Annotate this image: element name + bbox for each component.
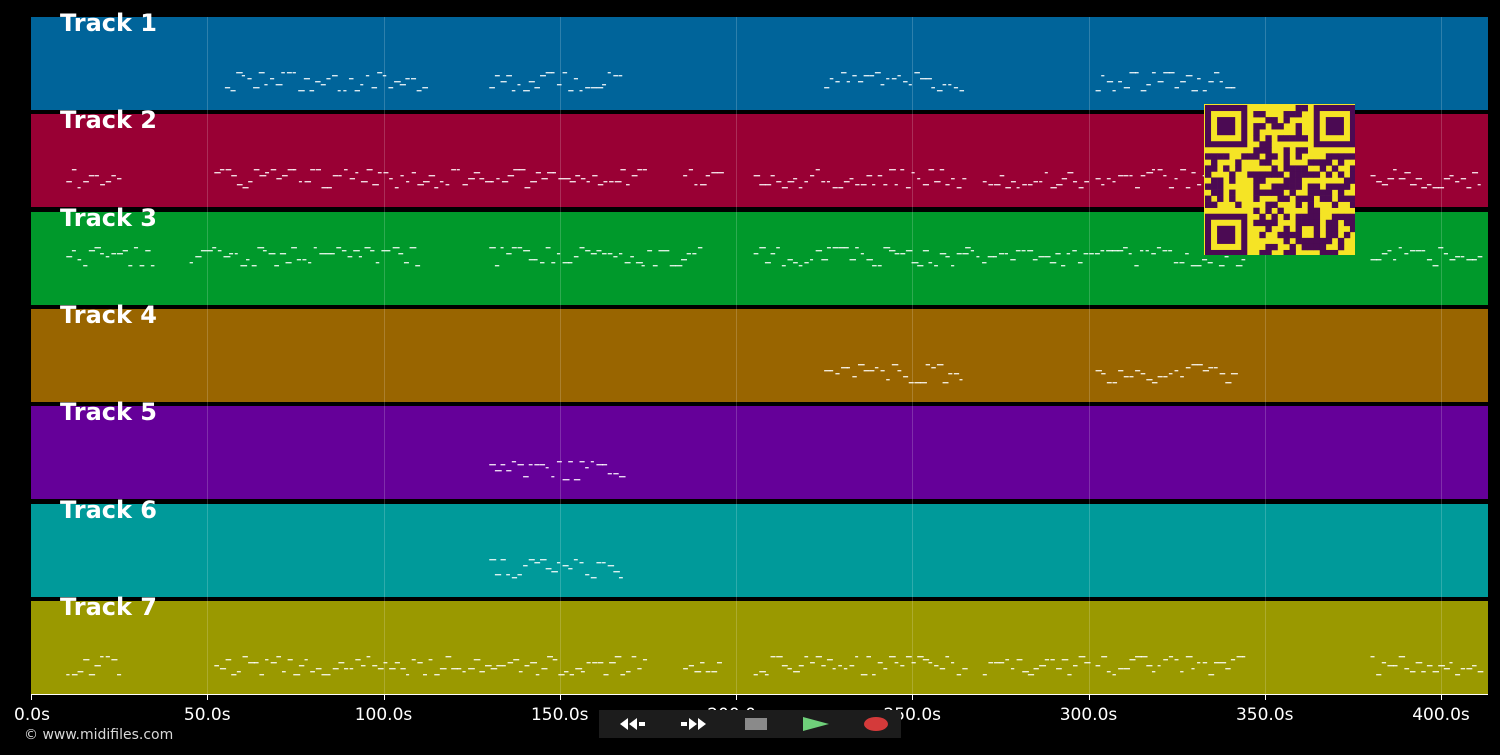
tick-mark bbox=[912, 694, 914, 700]
note-pattern bbox=[66, 246, 1483, 267]
track-lane[interactable]: Track 1 bbox=[31, 9, 1488, 110]
track-lane[interactable]: Track 5 bbox=[31, 398, 1488, 500]
tick-mark bbox=[31, 694, 32, 700]
rewind-icon bbox=[620, 718, 645, 730]
grid-line bbox=[559, 17, 561, 694]
tick-mark bbox=[1441, 694, 1442, 700]
record-icon bbox=[864, 717, 888, 731]
play-button[interactable] bbox=[790, 712, 842, 736]
track-lane[interactable]: Track 6 bbox=[31, 496, 1488, 597]
track-label: Track 7 bbox=[60, 592, 158, 621]
rewind-button[interactable] bbox=[607, 712, 659, 736]
note-pattern bbox=[489, 461, 626, 481]
note-pattern bbox=[489, 558, 623, 579]
track-lane[interactable]: Track 7 bbox=[31, 593, 1488, 694]
play-icon bbox=[803, 717, 829, 731]
tick-mark bbox=[559, 694, 561, 700]
tick-mark bbox=[383, 694, 385, 700]
track-label: Track 5 bbox=[60, 398, 158, 427]
record-button[interactable] bbox=[850, 712, 902, 736]
tick-label: 0.0s bbox=[14, 705, 50, 725]
track-label: Track 6 bbox=[60, 495, 158, 524]
tick-label: 100.0s bbox=[354, 705, 413, 725]
note-pattern bbox=[66, 655, 1484, 676]
note-pattern bbox=[224, 72, 1236, 92]
tick-label: 400.0s bbox=[1412, 705, 1470, 725]
track-label: Track 4 bbox=[60, 300, 158, 329]
grid-line bbox=[207, 17, 209, 694]
tick-mark bbox=[207, 694, 209, 700]
grid-line bbox=[736, 17, 737, 694]
stop-icon bbox=[745, 718, 767, 730]
tick-mark bbox=[736, 694, 737, 700]
track-label: Track 2 bbox=[60, 106, 158, 135]
tick-label: 350.0s bbox=[1235, 705, 1294, 725]
track-label: Track 3 bbox=[60, 203, 158, 232]
copyright-text: © www.midifiles.com bbox=[24, 727, 174, 743]
track-lane[interactable]: Track 4 bbox=[31, 301, 1488, 402]
transport-controls bbox=[599, 710, 901, 738]
qr-code-icon bbox=[1204, 104, 1357, 257]
grid-line bbox=[383, 17, 385, 694]
tick-label: 150.0s bbox=[530, 705, 589, 725]
tick-mark bbox=[1264, 694, 1266, 700]
grid-line bbox=[1441, 17, 1442, 694]
note-pattern bbox=[824, 363, 1238, 384]
tick-label: 50.0s bbox=[183, 705, 231, 725]
grid-line bbox=[1088, 17, 1090, 694]
time-axis-line bbox=[31, 694, 1488, 695]
tick-mark bbox=[1088, 694, 1090, 700]
grid-line bbox=[912, 17, 914, 694]
note-pattern bbox=[66, 169, 1481, 189]
fast-forward-button[interactable] bbox=[668, 712, 720, 736]
grid-line bbox=[1264, 17, 1266, 694]
tick-label: 300.0s bbox=[1059, 705, 1118, 725]
fast-forward-icon bbox=[681, 718, 706, 730]
track-label: Track 1 bbox=[60, 9, 158, 37]
stop-button[interactable] bbox=[730, 712, 782, 736]
